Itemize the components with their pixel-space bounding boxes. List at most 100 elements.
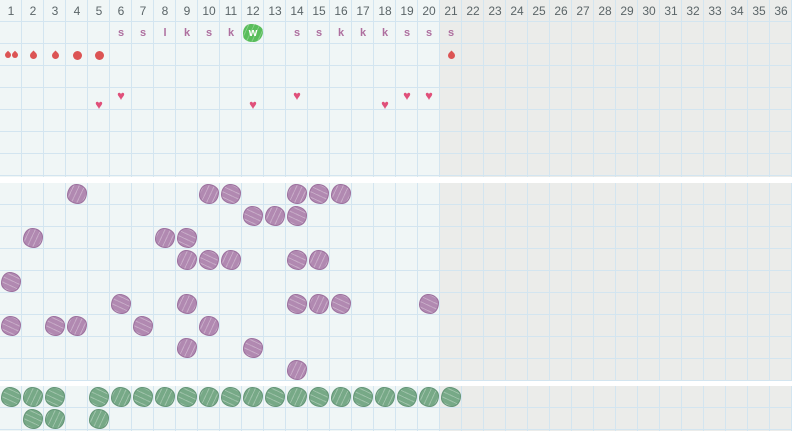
purple-scribble-mark[interactable] [331, 294, 351, 314]
day-number-label: 25 [532, 4, 546, 18]
letter-mark[interactable]: k [227, 27, 235, 39]
heart-mark[interactable]: ♥ [396, 88, 418, 110]
flow-mark-cell[interactable] [22, 44, 44, 66]
section-separator [0, 381, 792, 386]
day-number-label: 20 [422, 4, 436, 18]
w-highlight-mark[interactable]: w [243, 24, 263, 42]
heart-mark[interactable]: ♥ [88, 88, 110, 111]
purple-scribble-mark[interactable] [287, 184, 307, 204]
purple-scribble-mark[interactable] [23, 228, 43, 248]
heart-mark[interactable]: ♥ [286, 88, 308, 110]
letter-mark[interactable]: s [117, 27, 125, 39]
purple-scribble-mark[interactable] [287, 206, 307, 226]
flow-mark-cell[interactable] [0, 44, 22, 66]
green-scribble-mark[interactable] [89, 387, 109, 407]
green-scribble-mark[interactable] [221, 387, 241, 407]
heart-icon: ♥ [403, 88, 411, 103]
purple-scribble-mark[interactable] [199, 316, 219, 336]
flow-mark-cell[interactable] [440, 44, 462, 66]
green-scribble-mark[interactable] [155, 387, 175, 407]
purple-scribble-mark[interactable] [1, 316, 21, 336]
purple-scribble-mark[interactable] [309, 184, 329, 204]
letter-mark[interactable]: s [315, 27, 323, 39]
letter-mark[interactable]: s [447, 27, 455, 39]
letter-mark[interactable]: l [163, 27, 167, 39]
purple-scribble-mark[interactable] [67, 316, 87, 336]
day-number-label: 18 [378, 4, 392, 18]
blood-drop-icon [50, 50, 60, 60]
flow-mark-cell[interactable] [88, 44, 110, 66]
green-scribble-mark[interactable] [441, 387, 461, 407]
purple-scribble-mark[interactable] [177, 338, 197, 358]
purple-scribble-mark[interactable] [287, 250, 307, 270]
purple-scribble-mark[interactable] [67, 184, 87, 204]
green-marks-section[interactable] [0, 386, 792, 431]
purple-scribble-mark[interactable] [177, 250, 197, 270]
purple-scribble-mark[interactable] [265, 206, 285, 226]
green-scribble-mark[interactable] [419, 387, 439, 407]
purple-scribble-mark[interactable] [45, 316, 65, 336]
green-scribble-mark[interactable] [1, 387, 21, 407]
day-number-label: 28 [598, 4, 612, 18]
green-scribble-mark[interactable] [309, 387, 329, 407]
heart-mark[interactable]: ♥ [242, 88, 264, 111]
daily-symbols-section[interactable]: 1 2 3 4 5 6 7 8 9 10 11 12 13 14 15 16 17 18 19 20 21 22 23 24 2… [0, 0, 792, 177]
day-number-label: 23 [488, 4, 502, 18]
letter-mark[interactable]: k [337, 27, 345, 39]
green-scribble-mark[interactable] [45, 387, 65, 407]
purple-scribble-mark[interactable] [155, 228, 175, 248]
heart-mark[interactable]: ♥ [110, 88, 132, 110]
green-scribble-mark[interactable] [287, 387, 307, 407]
green-scribble-mark[interactable] [23, 387, 43, 407]
flow-mark-cell[interactable] [44, 44, 66, 66]
purple-scribble-mark[interactable] [199, 250, 219, 270]
green-scribble-mark[interactable] [177, 387, 197, 407]
purple-scribble-mark[interactable] [111, 294, 131, 314]
purple-scribble-mark[interactable] [177, 228, 197, 248]
future-days-overlay-top [440, 0, 792, 177]
letter-mark[interactable]: k [381, 27, 389, 39]
purple-scribble-mark[interactable] [1, 272, 21, 292]
purple-scribble-mark[interactable] [309, 250, 329, 270]
green-scribble-mark[interactable] [353, 387, 373, 407]
green-scribble-mark[interactable] [89, 409, 109, 429]
letter-mark[interactable]: s [403, 27, 411, 39]
letter-mark[interactable]: s [293, 27, 301, 39]
green-scribble-mark[interactable] [243, 387, 263, 407]
green-scribble-mark[interactable] [23, 409, 43, 429]
day-number-label: 17 [356, 4, 370, 18]
green-scribble-mark[interactable] [331, 387, 351, 407]
green-scribble-mark[interactable] [375, 387, 395, 407]
green-scribble-mark[interactable] [265, 387, 285, 407]
purple-scribble-mark[interactable] [287, 294, 307, 314]
letter-mark[interactable]: s [425, 27, 433, 39]
letter-mark[interactable]: k [183, 27, 191, 39]
purple-scribble-mark[interactable] [221, 184, 241, 204]
purple-scribble-mark[interactable] [309, 294, 329, 314]
purple-scribble-mark[interactable] [243, 206, 263, 226]
purple-scribble-mark[interactable] [199, 184, 219, 204]
green-scribble-mark[interactable] [111, 387, 131, 407]
day-number-label: 36 [774, 4, 788, 18]
purple-scribble-mark[interactable] [221, 250, 241, 270]
letter-mark[interactable]: k [359, 27, 367, 39]
purple-scribble-mark[interactable] [419, 294, 439, 314]
letter-mark[interactable]: s [139, 27, 147, 39]
day-number-label: 2 [29, 4, 37, 18]
flow-mark-cell[interactable] [66, 44, 88, 66]
letter-mark[interactable]: s [205, 27, 213, 39]
green-scribble-mark[interactable] [199, 387, 219, 407]
purple-marks-section[interactable] [0, 183, 792, 381]
day-number-label: 22 [466, 4, 480, 18]
purple-scribble-mark[interactable] [287, 360, 307, 380]
heart-mark[interactable]: ♥ [418, 88, 440, 110]
purple-scribble-mark[interactable] [133, 316, 153, 336]
green-scribble-mark[interactable] [45, 409, 65, 429]
purple-scribble-mark[interactable] [177, 294, 197, 314]
purple-scribble-mark[interactable] [331, 184, 351, 204]
green-scribble-mark[interactable] [133, 387, 153, 407]
heart-mark[interactable]: ♥ [374, 88, 396, 111]
green-scribble-mark[interactable] [397, 387, 417, 407]
purple-scribble-mark[interactable] [243, 338, 263, 358]
